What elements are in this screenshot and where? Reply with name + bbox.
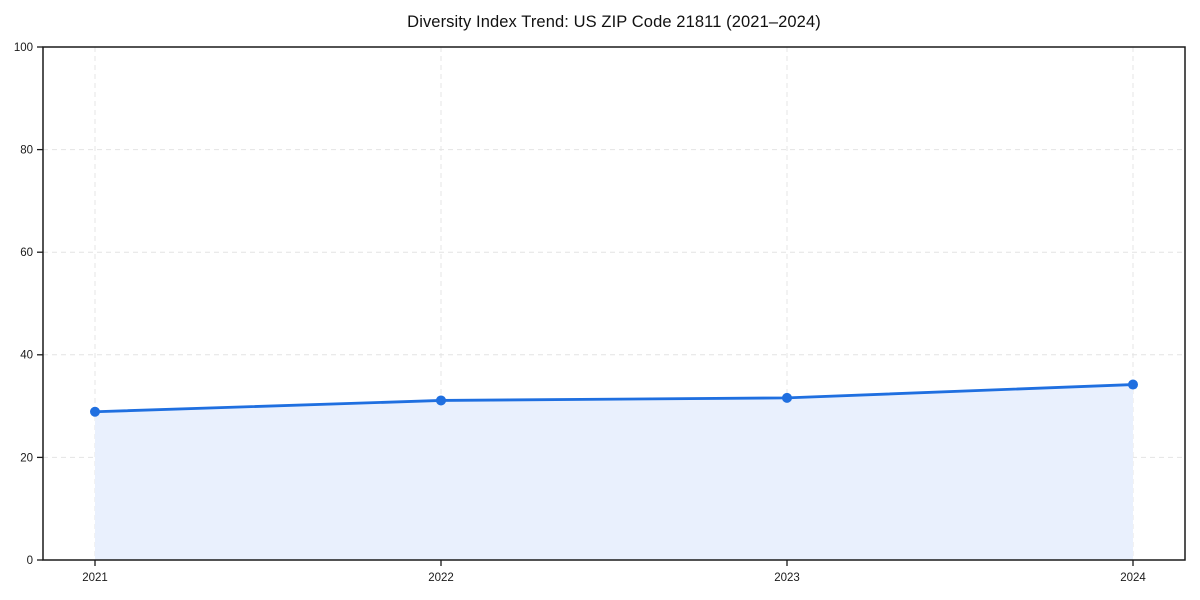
- y-tick-label-0: 0: [27, 555, 33, 567]
- data-point-2024: [1128, 379, 1138, 390]
- x-tick-label-2024: 2024: [1120, 572, 1146, 584]
- data-point-2022: [436, 395, 446, 406]
- data-point-2021: [90, 406, 100, 417]
- chart-title: Diversity Index Trend: US ZIP Code 21811…: [407, 13, 821, 31]
- plot-border: [42, 46, 1186, 561]
- x-tick-label-2021: 2021: [82, 572, 108, 584]
- y-tick-label-60: 60: [20, 247, 33, 259]
- y-tick-label-20: 20: [20, 452, 33, 464]
- x-tick-label-2022: 2022: [428, 572, 454, 584]
- y-tick-label-40: 40: [20, 350, 33, 362]
- y-tick-label-80: 80: [20, 145, 33, 157]
- area-fill: [95, 384, 1133, 560]
- y-tick-label-100: 100: [14, 42, 33, 54]
- x-tick-label-2023: 2023: [774, 572, 800, 584]
- trend-line: [93, 383, 1135, 414]
- data-point-2023: [782, 392, 792, 403]
